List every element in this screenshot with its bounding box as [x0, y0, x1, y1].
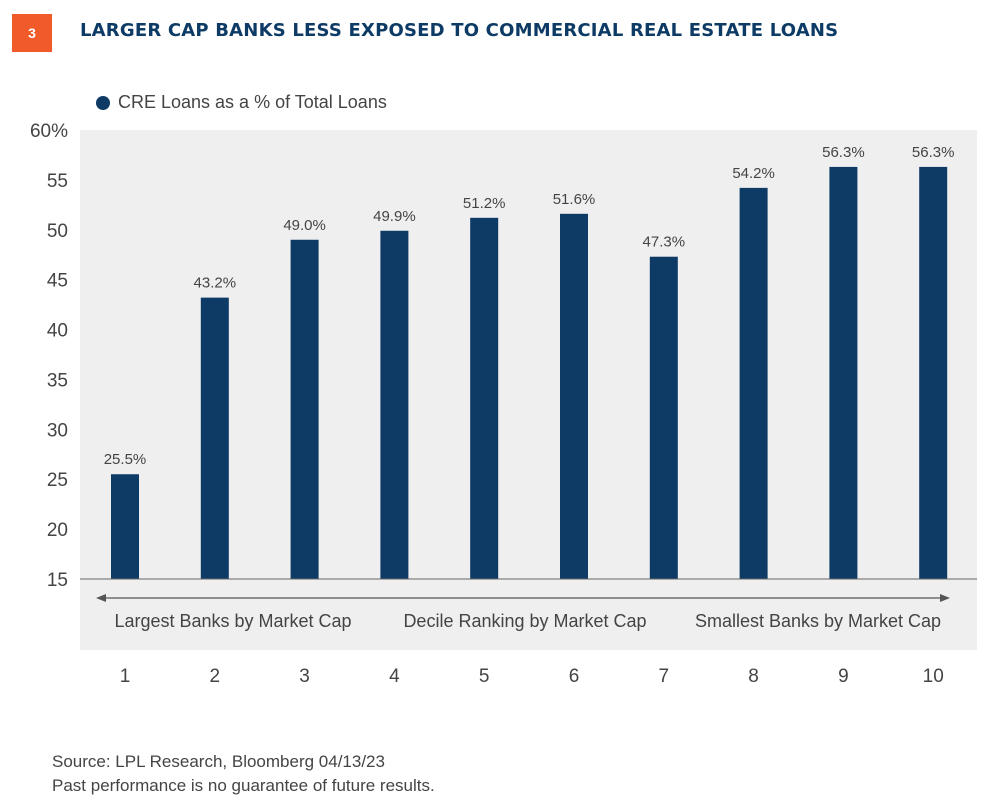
y-tick-label: 25: [47, 470, 68, 491]
bar: [470, 217, 499, 579]
bar-value-label: 49.0%: [283, 217, 326, 234]
source-note: Source: LPL Research, Bloomberg 04/13/23: [52, 752, 385, 771]
y-tick-label: 35: [47, 370, 68, 391]
plot-area: [80, 130, 977, 650]
arrow-right-head: [940, 594, 950, 602]
legend-label: CRE Loans as a % of Total Loans: [118, 92, 387, 112]
x-tick-label: 9: [838, 666, 849, 687]
legend-marker: [96, 95, 110, 110]
x-tick-label: 3: [299, 666, 310, 687]
y-tick-label: 15: [47, 570, 68, 591]
bar: [649, 256, 678, 579]
x-tick-label: 2: [210, 666, 221, 687]
bar: [919, 166, 948, 579]
arrow-left-head: [96, 594, 106, 602]
y-tick-label: 40: [47, 321, 68, 342]
bar-value-label: 51.2%: [463, 195, 506, 212]
bar: [739, 187, 768, 580]
x-tick-label: 4: [389, 666, 400, 687]
disclaimer-note: Past performance is no guarantee of futu…: [52, 776, 435, 795]
x-tick-label: 10: [923, 666, 944, 687]
y-tick-label: 50: [47, 221, 68, 242]
annotation-smallest-banks: Smallest Banks by Market Cap: [695, 611, 941, 631]
bar: [829, 166, 858, 579]
bar-value-label: 56.3%: [822, 144, 865, 161]
annotation-decile-ranking: Decile Ranking by Market Cap: [403, 611, 646, 631]
x-tick-label: 1: [120, 666, 131, 687]
bar: [560, 213, 588, 579]
bar: [111, 474, 139, 579]
bar: [200, 297, 229, 579]
x-tick-label: 7: [659, 666, 670, 687]
y-tick-label: 20: [47, 520, 68, 541]
y-tick-label: 55: [47, 171, 68, 192]
bar-value-label: 25.5%: [104, 451, 147, 468]
y-tick-label: 60%: [30, 121, 68, 142]
bar-value-label: 47.3%: [643, 234, 686, 251]
chart-footer: Source: LPL Research, Bloomberg 04/13/23…: [52, 750, 435, 798]
annotation-largest-banks: Largest Banks by Market Cap: [114, 611, 351, 631]
bar-value-label: 43.2%: [194, 275, 237, 292]
bar: [290, 239, 319, 579]
figure-number-badge: 3: [12, 14, 52, 52]
y-tick-label: 45: [47, 271, 68, 292]
bar-value-label: 54.2%: [732, 165, 775, 182]
x-tick-label: 5: [479, 666, 490, 687]
bar-value-label: 49.9%: [373, 208, 416, 225]
x-tick-label: 6: [569, 666, 580, 687]
x-tick-label: 8: [748, 666, 759, 687]
decile-arrow: [96, 594, 950, 602]
bar-value-label: 51.6%: [553, 191, 596, 208]
chart-legend: CRE Loans as a % of Total Loans: [96, 92, 387, 113]
chart-title: LARGER CAP BANKS LESS EXPOSED TO COMMERC…: [80, 20, 839, 41]
y-tick-label: 30: [47, 420, 68, 441]
bar: [380, 230, 409, 579]
bar-value-label: 56.3%: [912, 144, 955, 161]
